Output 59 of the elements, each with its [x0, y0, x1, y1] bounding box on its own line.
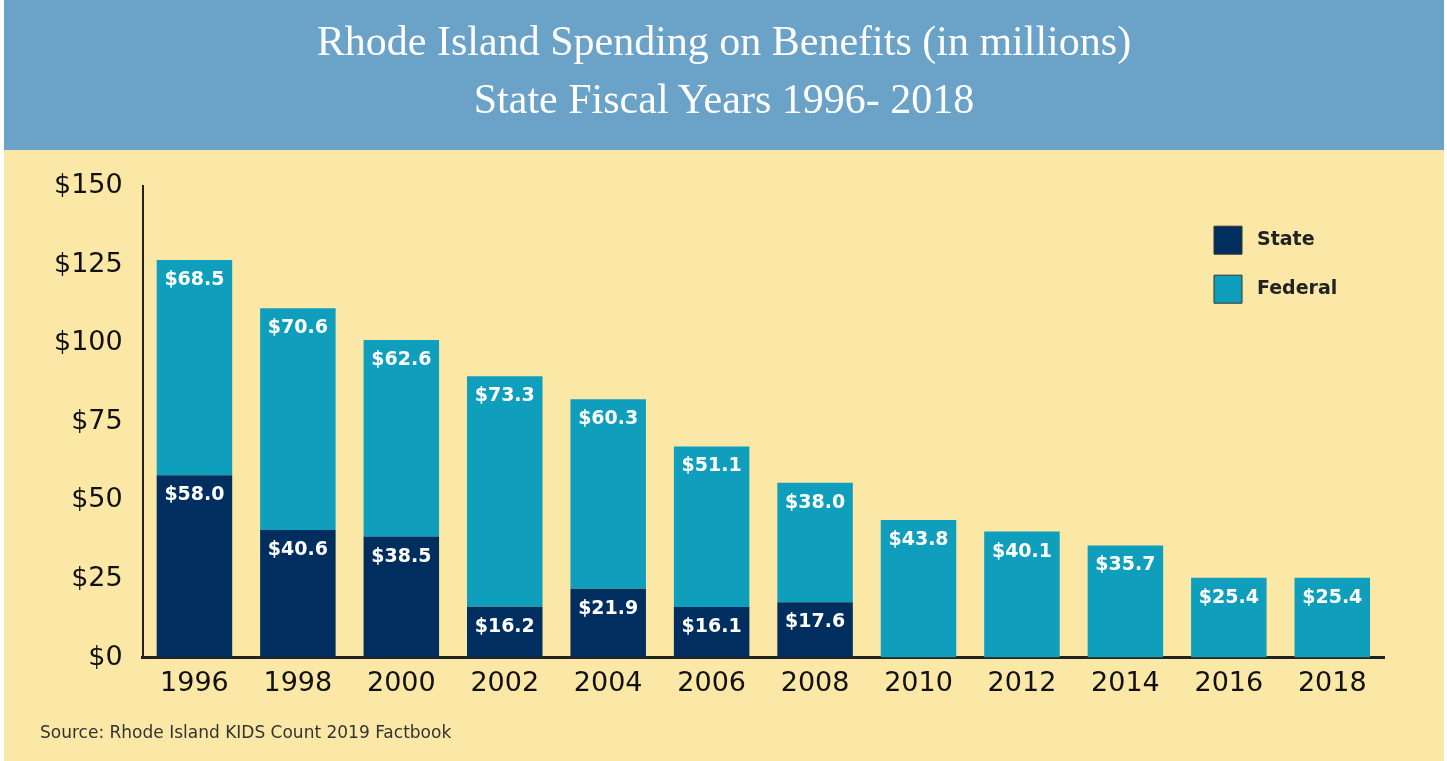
x-tick-label: 2016: [1194, 665, 1264, 697]
x-tick-label: 2010: [884, 665, 953, 697]
data-label: $21.9: [578, 595, 639, 618]
bar: [260, 308, 336, 531]
bar: [777, 482, 853, 603]
data-label: $62.6: [371, 346, 432, 369]
legend-label: State: [1257, 227, 1315, 250]
x-tick-label: 2006: [677, 665, 746, 697]
y-tick-label: $100: [53, 325, 123, 357]
x-tick-label: 2018: [1297, 665, 1367, 697]
x-tick-label: 2000: [366, 665, 436, 697]
chart-title: Rhode Island Spending on Benefits (in millions): [315, 17, 1133, 66]
y-tick-label: $0: [88, 639, 123, 671]
data-label: $38.5: [371, 543, 432, 566]
bar: [363, 536, 440, 658]
bar: [570, 588, 646, 658]
y-tick-label: $75: [71, 403, 123, 435]
bar: [984, 531, 1060, 658]
bar: [156, 260, 233, 476]
y-tick-label: $50: [71, 482, 123, 514]
bar: [156, 475, 233, 658]
bar: [570, 399, 646, 589]
data-label: $58.0: [164, 482, 225, 505]
data-label: $16.2: [474, 613, 535, 636]
data-label: $40.1: [991, 538, 1053, 561]
data-label: $68.5: [164, 266, 225, 289]
x-tick-label: 1996: [160, 665, 229, 697]
data-label: $17.6: [785, 609, 846, 632]
source-note: Source: Rhode Island KIDS Count 2019 Factbook: [40, 722, 452, 742]
x-tick-label: 1998: [263, 665, 333, 697]
x-tick-label: 2012: [987, 665, 1057, 697]
data-label: $16.1: [681, 613, 742, 636]
x-tick-label: 2002: [470, 665, 540, 697]
bar: [1087, 545, 1164, 658]
chart-subtitle: State Fiscal Years 1996- 2018: [472, 75, 976, 124]
y-tick-label: $150: [53, 168, 123, 200]
data-label: $25.4: [1302, 584, 1363, 607]
data-label: $40.6: [267, 536, 328, 559]
data-label: $25.4: [1198, 584, 1259, 607]
data-label: $51.1: [681, 453, 742, 476]
y-tick-label: $25: [71, 561, 123, 593]
data-label: $60.3: [578, 406, 639, 429]
x-tick-label: 2008: [780, 665, 850, 697]
data-label: $38.0: [785, 489, 846, 512]
data-label: $73.3: [474, 383, 535, 406]
bar: [880, 519, 957, 658]
bar: [363, 339, 440, 537]
x-tick-label: 2014: [1091, 665, 1160, 697]
data-label: $35.7: [1095, 552, 1156, 575]
bar: [260, 530, 336, 658]
data-label: $70.6: [267, 315, 328, 338]
bar: [673, 446, 750, 607]
legend-label: Federal: [1257, 276, 1338, 299]
x-tick-label: 2004: [573, 665, 643, 697]
bar: [1191, 577, 1267, 658]
data-label: $43.8: [888, 526, 949, 549]
bar: [467, 376, 543, 607]
y-tick-label: $125: [53, 246, 123, 278]
bar: [1294, 577, 1371, 658]
